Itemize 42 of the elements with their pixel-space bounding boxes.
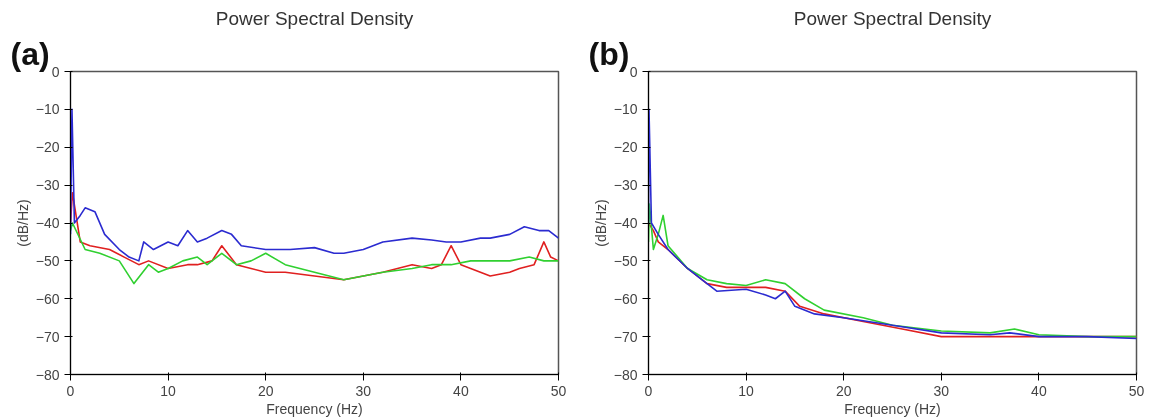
x-tick-label: 50 [1128,382,1145,399]
y-axis-title: (dB/Hz) [592,199,609,247]
chart-title: Power Spectral Density [215,7,414,29]
x-axis-title: Frequency (Hz) [266,400,363,417]
y-tick-label: −40 [35,215,60,231]
y-tick-label: −50 [35,252,60,269]
x-tick-label: 0 [66,382,75,399]
y-tick-label: −10 [35,101,60,118]
x-tick-label: 40 [1031,382,1047,399]
text: (a) [10,35,50,72]
y-tick-label: −20 [35,139,60,156]
x-tick-label: 20 [257,382,274,399]
x-tick-label: 10 [738,382,755,399]
y-tick-label: −70 [35,328,60,345]
y-tick-label: −20 [613,139,638,156]
x-tick-label: 30 [933,382,950,399]
x-axis-title: Frequency (Hz) [844,400,941,417]
text: (b) [588,35,630,72]
chart-title: Power Spectral Density [793,7,992,29]
y-tick-label: −60 [613,290,638,307]
y-tick-label: −70 [613,328,638,345]
line-series [648,108,1137,340]
line-series [70,191,559,281]
x-tick-label: 0 [644,382,653,399]
y-tick-label: −40 [613,215,638,231]
y-tick-label: −60 [35,290,60,307]
x-tick-label: 30 [355,382,372,399]
y-tick-label: −10 [613,101,638,118]
line-series [70,222,559,285]
y-tick-label: 0 [629,63,638,80]
y-tick-label: −80 [613,366,638,383]
y-tick-label: −80 [35,366,60,383]
x-tick-label: 40 [453,382,469,399]
x-tick-label: 10 [160,382,177,399]
line-series [70,108,559,262]
y-tick-label: −30 [613,177,638,194]
y-axis-title: (dB/Hz) [14,199,31,247]
y-tick-label: −30 [35,177,60,194]
x-tick-label: 20 [835,382,852,399]
y-tick-label: 0 [51,63,60,80]
x-tick-label: 50 [550,382,567,399]
y-tick-label: −50 [613,252,638,269]
